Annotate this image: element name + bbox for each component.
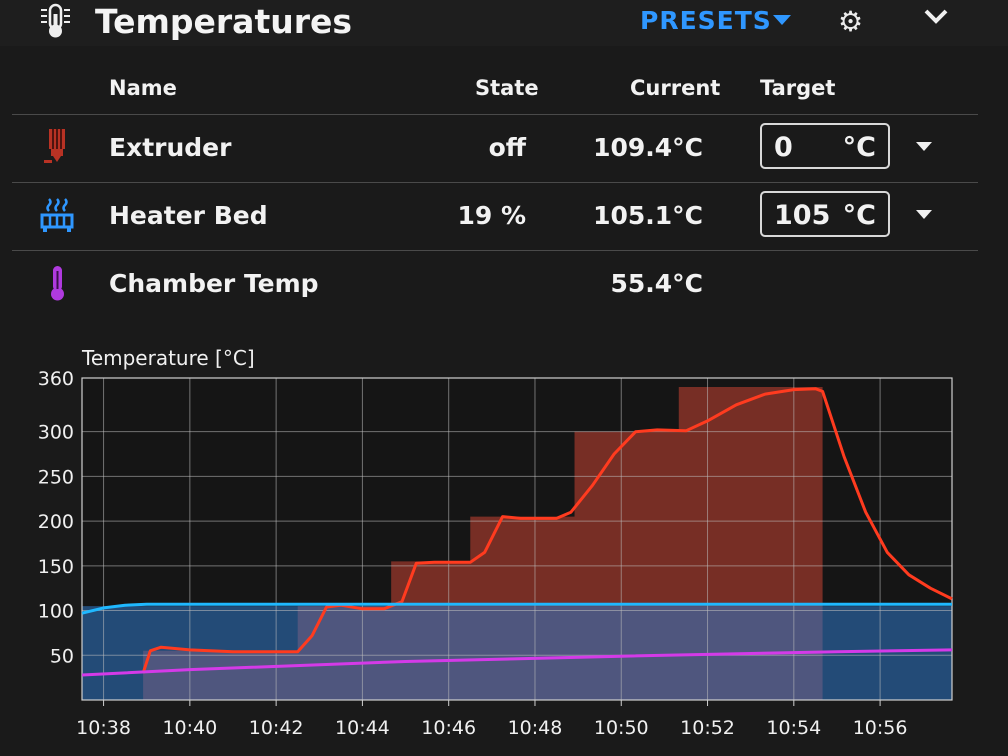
table-row-extruder: Extruder off 109.4°C 0 °C	[12, 114, 978, 182]
series-area-heater-bed-target	[82, 606, 952, 700]
chart-canvas: 50 100 150 200 250 300 360 10:38 10:40 10:42 10:44…	[38, 368, 953, 739]
y-tick-label: 100	[38, 601, 74, 623]
panel-title: Temperatures	[95, 2, 353, 41]
heater-name: Heater Bed	[109, 201, 268, 230]
x-tick-label: 10:46	[421, 717, 476, 739]
table-row-chamber: Chamber Temp 55.4°C	[12, 250, 978, 318]
target-temp-input[interactable]: 105 °C	[760, 191, 890, 237]
chamber-thermometer-icon	[51, 266, 64, 301]
extruder-icon	[44, 129, 65, 163]
y-tick-label: 250	[38, 466, 74, 488]
sensor-current-temp: 55.4°C	[610, 269, 703, 298]
series-line-chamber-temp	[81, 648, 953, 677]
x-tick-label: 10:40	[162, 717, 217, 739]
table-row-heater-bed: Heater Bed 19 % 105.1°C 105 °C	[12, 182, 978, 250]
y-tick-label: 150	[38, 556, 74, 578]
x-tick-label: 10:52	[680, 717, 735, 739]
x-tick-label: 10:42	[249, 717, 304, 739]
sensor-name: Chamber Temp	[109, 269, 319, 298]
x-tick-label: 10:50	[594, 717, 649, 739]
y-tick-label: 50	[50, 645, 74, 667]
plot-frame	[81, 377, 953, 701]
y-tick-label: 360	[38, 368, 74, 390]
x-tick-label: 10:54	[766, 717, 821, 739]
panel-header: Temperatures PRESETS ⚙	[0, 0, 1008, 46]
heater-state: 19 %	[457, 201, 526, 230]
heater-bed-icon	[40, 198, 74, 232]
chart-y-axis-label: Temperature [°C]	[82, 346, 255, 370]
chevron-down-icon[interactable]	[922, 6, 950, 26]
target-temp-unit: °C	[842, 132, 876, 163]
caret-down-icon[interactable]	[915, 209, 933, 220]
heater-state: off	[488, 133, 526, 162]
x-tick-label: 10:38	[76, 717, 131, 739]
heater-current-temp: 105.1°C	[593, 201, 703, 230]
gear-icon[interactable]: ⚙	[838, 5, 864, 38]
presets-button[interactable]: PRESETS	[640, 6, 772, 35]
target-temp-value[interactable]: 105	[774, 200, 831, 231]
table-header: Name State Current Target	[12, 66, 978, 114]
series-line-heater-bed	[81, 602, 952, 615]
column-state[interactable]: State	[475, 76, 539, 100]
target-temp-unit: °C	[842, 200, 876, 231]
temperature-chart: Temperature [°C] 50 100 150 200 250 300 360 10:…	[20, 340, 980, 750]
thermometer-icon	[41, 3, 70, 38]
caret-down-icon[interactable]	[772, 14, 792, 26]
heater-current-temp: 109.4°C	[593, 133, 703, 162]
caret-down-icon[interactable]	[915, 141, 933, 152]
x-tick-label: 10:44	[335, 717, 390, 739]
target-temp-input[interactable]: 0 °C	[760, 123, 890, 169]
column-target[interactable]: Target	[760, 76, 836, 100]
y-tick-label: 200	[38, 511, 74, 533]
heater-name: Extruder	[109, 133, 232, 162]
y-tick-label: 300	[38, 422, 74, 444]
column-current[interactable]: Current	[630, 76, 721, 100]
series-line-extruder	[141, 387, 953, 674]
x-tick-label: 10:48	[508, 717, 563, 739]
target-temp-value[interactable]: 0	[774, 132, 793, 163]
column-name[interactable]: Name	[109, 76, 177, 100]
x-tick-label: 10:56	[853, 717, 908, 739]
